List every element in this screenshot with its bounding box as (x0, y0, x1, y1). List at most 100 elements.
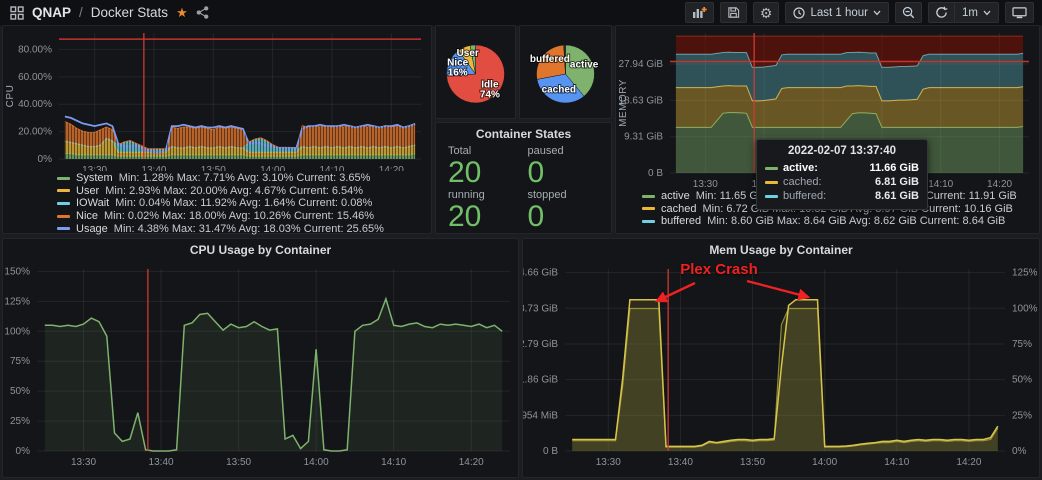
legend-swatch (642, 194, 655, 198)
svg-text:25%: 25% (1012, 410, 1032, 421)
apps-grid-icon[interactable] (10, 5, 24, 20)
time-range-picker[interactable]: Last 1 hour (785, 2, 890, 23)
svg-text:13:30: 13:30 (693, 179, 718, 189)
svg-text:14:20: 14:20 (956, 457, 981, 468)
stat-total: Total 20 (448, 145, 528, 189)
breadcrumb-app[interactable]: QNAP (32, 5, 72, 20)
stat-value: 0 (527, 156, 545, 189)
svg-text:buffered: buffered (530, 54, 570, 65)
memory-pie-panel: active cached buffered (519, 25, 612, 119)
svg-text:100%: 100% (1012, 303, 1037, 314)
chevron-down-icon (873, 10, 881, 16)
svg-text:0 B: 0 B (543, 446, 558, 457)
cpu-chart[interactable]: 13:30 13:40 13:50 14:00 14:10 14:20 0% 20.00% 40… (3, 26, 429, 171)
add-panel-button[interactable] (684, 2, 714, 23)
svg-text:1.86 GiB: 1.86 GiB (523, 375, 558, 386)
stat-label: stopped (527, 188, 567, 201)
svg-text:User: User (457, 48, 479, 59)
legend-stats: Min: 4.38% Max: 31.47% Avg: 18.03% Curre… (113, 222, 384, 235)
stat-running: running 20 (448, 189, 528, 233)
refresh-interval-select[interactable]: 1m (955, 2, 999, 23)
tooltip-series-value: 6.81 GiB (874, 176, 919, 188)
tooltip-series-name: active: (783, 162, 818, 174)
legend-series-name[interactable]: User (76, 184, 100, 197)
tooltip-series-value: 8.61 GiB (874, 190, 919, 202)
svg-text:13:30: 13:30 (596, 457, 621, 468)
legend-swatch (642, 207, 655, 211)
svg-text:13:30: 13:30 (71, 457, 96, 468)
legend-row[interactable]: Usage Min: 4.38% Max: 31.47% Avg: 18.03% … (57, 222, 425, 235)
legend-stats: Min: 8.60 GiB Max: 8.64 GiB Avg: 8.62 Gi… (707, 215, 1006, 228)
save-dashboard-button[interactable] (719, 2, 747, 23)
svg-text:CPU: CPU (5, 85, 16, 108)
svg-text:13:30: 13:30 (82, 165, 107, 171)
legend-series-name[interactable]: Nice (76, 210, 99, 223)
star-icon[interactable]: ★ (176, 4, 188, 20)
legend-row[interactable]: IOWait Min: 0.04% Max: 11.92% Avg: 1.64% … (57, 197, 425, 210)
memory-pie-chart[interactable]: active cached buffered (520, 26, 611, 118)
breadcrumb: QNAP / Docker Stats ★ (0, 5, 209, 21)
legend-series-name[interactable]: buffered (661, 215, 702, 228)
refresh-icon[interactable] (928, 2, 956, 23)
legend-series-name[interactable]: cached (661, 202, 697, 215)
svg-text:50%: 50% (10, 386, 30, 397)
svg-text:75%: 75% (1012, 339, 1032, 350)
tooltip-series-name: cached: (783, 176, 822, 188)
zoom-out-icon[interactable] (895, 2, 923, 23)
cpu-panel: 13:30 13:40 13:50 14:00 14:10 14:20 0% 20.00% 40… (2, 25, 432, 235)
tooltip-series-value: 11.66 GiB (869, 162, 919, 174)
settings-icon[interactable]: ⚙ (752, 2, 780, 23)
svg-text:13:40: 13:40 (141, 165, 166, 171)
panel-title[interactable]: Mem Usage by Container (709, 243, 853, 257)
svg-text:14:10: 14:10 (319, 165, 344, 171)
svg-text:20.00%: 20.00% (18, 127, 52, 138)
time-range-label: Last 1 hour (810, 6, 869, 19)
plex-crash-annotation: Plex Crash (680, 261, 758, 278)
svg-text:13:40: 13:40 (149, 457, 174, 468)
svg-text:14:10: 14:10 (381, 457, 406, 468)
svg-text:2.79 GiB: 2.79 GiB (523, 339, 558, 350)
breadcrumb-page-title[interactable]: Docker Stats (90, 5, 169, 20)
svg-text:13:50: 13:50 (201, 165, 226, 171)
svg-text:80.00%: 80.00% (18, 44, 52, 55)
legend-row[interactable]: buffered Min: 8.60 GiB Max: 8.64 GiB Avg:… (642, 215, 1033, 228)
panel-title[interactable]: Container States (475, 127, 572, 141)
tooltip-timestamp: 2022-02-07 13:37:40 (787, 145, 897, 157)
svg-text:13:50: 13:50 (226, 457, 251, 468)
tooltip-row-buffered: buffered: 8.61 GiB (765, 189, 919, 203)
svg-text:14:00: 14:00 (812, 457, 837, 468)
svg-text:4.66 GiB: 4.66 GiB (523, 268, 558, 279)
svg-text:125%: 125% (4, 296, 30, 307)
panel-title[interactable]: CPU Usage by Container (189, 243, 332, 257)
svg-text:14:20: 14:20 (379, 165, 404, 171)
svg-text:14:00: 14:00 (304, 457, 329, 468)
stat-paused: paused 0 (528, 145, 608, 189)
refresh-group: 1m (928, 2, 999, 23)
legend-swatch (765, 166, 778, 170)
cpu-pie-chart[interactable]: Idle 74% Nice 16%User (436, 26, 515, 118)
legend-series-name[interactable]: Usage (76, 222, 108, 235)
tv-mode-icon[interactable] (1005, 2, 1034, 23)
svg-text:13:40: 13:40 (668, 457, 693, 468)
legend-series-name[interactable]: active (661, 190, 690, 203)
stat-label: Total (448, 145, 472, 157)
chevron-down-icon (983, 10, 991, 16)
legend-swatch (765, 194, 778, 198)
svg-text:cached: cached (542, 85, 576, 96)
legend-series-name[interactable]: System (76, 172, 113, 185)
cpu-by-container-chart[interactable]: 13:30 13:40 13:50 14:00 14:10 14:20 0% 25% 50% 75… (3, 258, 516, 476)
svg-text:125%: 125% (1012, 268, 1037, 279)
svg-text:60.00%: 60.00% (18, 72, 52, 83)
share-icon[interactable] (196, 6, 209, 19)
mem-by-container-chart[interactable]: 13:30 13:40 13:50 14:00 14:10 14:20 0 B 954 MiB… (523, 258, 1037, 476)
legend-row[interactable]: User Min: 2.93% Max: 20.00% Avg: 4.67% Cu… (57, 185, 425, 198)
svg-text:954 MiB: 954 MiB (523, 410, 558, 421)
legend-row[interactable]: Nice Min: 0.02% Max: 18.00% Avg: 10.26% C… (57, 210, 425, 223)
graph-tooltip: 2022-02-07 13:37:40 active: 11.66 GiB ca… (756, 139, 928, 210)
legend-series-name[interactable]: IOWait (76, 197, 110, 210)
legend-swatch (57, 189, 70, 193)
svg-text:3.73 GiB: 3.73 GiB (523, 303, 558, 314)
legend-row[interactable]: System Min: 1.28% Max: 7.71% Avg: 3.10% C… (57, 172, 425, 185)
